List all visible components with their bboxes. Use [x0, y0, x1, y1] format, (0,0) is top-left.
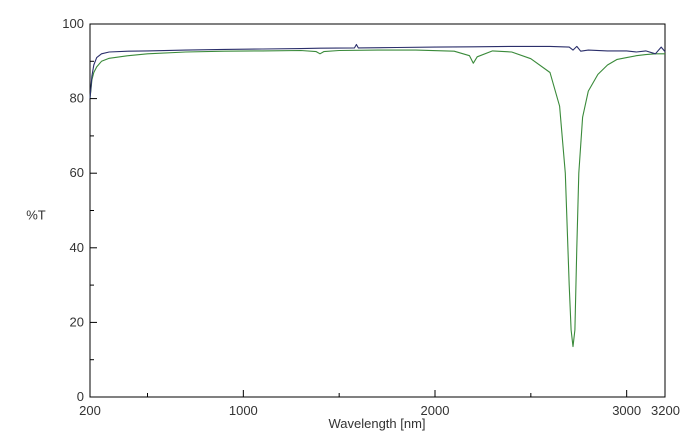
x-tick-label: 200 — [79, 403, 101, 418]
series-layer — [89, 43, 666, 348]
x-tick-label: 2000 — [421, 403, 450, 418]
plot-frame — [89, 23, 666, 398]
y-tick-label: 20 — [70, 314, 84, 329]
series-line-1 — [89, 43, 666, 99]
y-tick-label: 100 — [62, 16, 84, 31]
y-axis-title: %T — [26, 207, 46, 222]
series-line-2 — [89, 49, 665, 348]
x-tick-label: 3000 — [612, 403, 641, 418]
tick-layer: 0 20 40 60 80 100 200 1000 2000 3000 3200 — [62, 16, 680, 418]
y-tick-label: 40 — [70, 240, 84, 255]
y-tick-label: 60 — [70, 165, 84, 180]
y-tick-label: 0 — [77, 389, 84, 404]
x-axis-title: Wavelength [nm] — [328, 416, 425, 431]
y-tick-label: 80 — [70, 91, 84, 106]
x-tick-label: 1000 — [229, 403, 258, 418]
x-tick-label: 3200 — [651, 403, 680, 418]
